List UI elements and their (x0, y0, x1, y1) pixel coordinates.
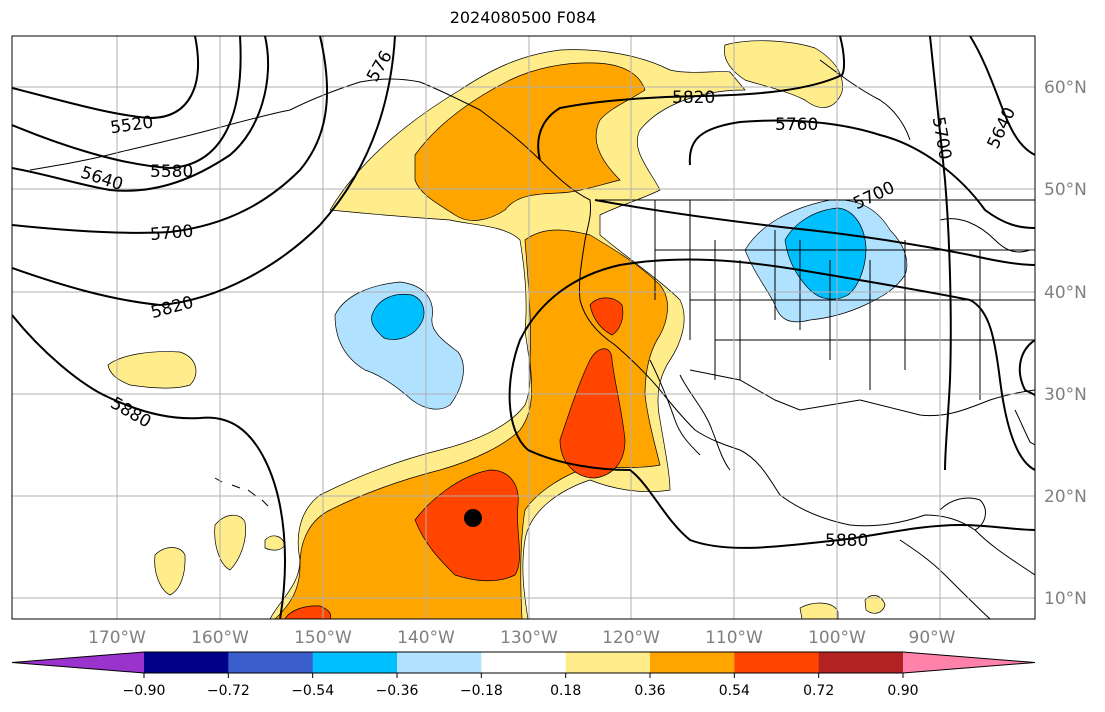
state-lines-b (655, 249, 1035, 341)
lat-label: 10°N (1044, 589, 1087, 609)
lat-label: 20°N (1044, 487, 1087, 507)
negative-anomaly-036-plains (784, 207, 867, 300)
positive-anomaly-018-hawaii-a (214, 514, 246, 571)
aleutian-islands (29, 109, 291, 171)
negative-anomaly-036-pacific (371, 293, 425, 340)
lon-label: 130°W (500, 628, 558, 648)
lon-label: 140°W (397, 628, 455, 648)
longitude-labels: 170°W 160°W 150°W 140°W 130°W 120°W 110°… (88, 628, 956, 648)
gulf-of-california-coast (679, 374, 731, 471)
height-contours (12, 36, 1035, 619)
contour-label: 5880 (825, 531, 868, 551)
latitude-labels: 60°N 50°N 40°N 30°N 20°N 10°N (1044, 78, 1087, 609)
lon-label: 90°W (909, 628, 956, 648)
map-frame (11, 35, 1036, 620)
positive-anomaly-054-south (414, 469, 520, 582)
colorbar-swatch (481, 652, 567, 673)
contour-5700-northeast (929, 36, 952, 471)
colorbar-swatch (818, 652, 904, 673)
colorbar-tick-label: −0.36 (376, 683, 419, 699)
colorbar-tick-label: −0.54 (291, 683, 334, 699)
colorbar-swatch (734, 652, 820, 673)
contour-5580 (12, 36, 242, 170)
positive-anomaly-018-northeast (724, 40, 843, 108)
lat-label: 30°N (1044, 385, 1087, 405)
colorbar-tick-label: −0.72 (207, 683, 250, 699)
colorbar-tick-label: 0.72 (803, 683, 834, 699)
gridlines (12, 36, 1035, 619)
positive-anomaly-018-mid-pacific (107, 351, 197, 389)
contour-5700-east (594, 199, 1035, 266)
central-america-coast (899, 539, 991, 619)
lat-label: 40°N (1044, 283, 1087, 303)
hawaii-islands (214, 477, 269, 507)
map-title: 2024080500 F084 (449, 8, 597, 27)
colorbar-swatch (397, 652, 482, 673)
anomaly-shading (107, 40, 908, 619)
positive-anomaly-054-north (589, 297, 624, 336)
colorbar-swatch (312, 652, 398, 673)
colorbar-tick-label: 0.90 (887, 683, 918, 699)
contour-5520 (12, 36, 199, 120)
colorbar-tick-label: 0.18 (550, 683, 581, 699)
colorbar-tick-label: −0.90 (123, 683, 166, 699)
baja-coast (649, 359, 701, 456)
lon-label: 160°W (191, 628, 249, 648)
negative-anomaly-018-pacific (334, 281, 464, 410)
positive-anomaly-018-hawaii-b (154, 547, 186, 596)
colorbar: −0.90 −0.72 −0.54 −0.36 −0.18 0.18 0.36 0.54 0.7… (11, 651, 1036, 699)
alaska-coast-a (289, 78, 421, 111)
contour-5640 (12, 36, 269, 192)
colorbar-tick-label: 0.54 (719, 683, 750, 699)
positive-anomaly-054-southwest (284, 605, 332, 619)
lon-label: 150°W (294, 628, 352, 648)
colorbar-swatch (565, 652, 651, 673)
great-lakes (939, 218, 1031, 253)
lon-label: 100°W (808, 628, 866, 648)
contour-label: 5820 (672, 88, 715, 108)
contour-label: 5700 (149, 221, 194, 245)
colorbar-swatch (650, 652, 735, 673)
contour-5880-west (12, 314, 286, 619)
contour-5820-west (12, 36, 396, 307)
positive-anomaly-018-gulf (864, 595, 886, 614)
florida-coast (1014, 409, 1035, 446)
colorbar-swatch (228, 652, 314, 673)
colorbar-extension-min (12, 652, 144, 673)
contour-5880-south (527, 449, 1035, 549)
contour-5820-east (537, 36, 846, 161)
colorbar-extension-max (903, 652, 1035, 673)
contour-5640-east (969, 36, 1035, 156)
lon-label: 120°W (602, 628, 660, 648)
positive-anomaly-054-central (559, 348, 626, 479)
contour-5700 (12, 36, 329, 234)
lat-label: 50°N (1044, 180, 1087, 200)
us-mexico-border (689, 369, 861, 411)
contour-label: 5580 (150, 162, 193, 182)
colorbar-tick-label: 0.36 (634, 683, 665, 699)
storm-center-marker (464, 509, 482, 527)
contour-label: 5760 (775, 115, 818, 135)
yucatan-coast (939, 497, 986, 531)
positive-anomaly-018-south-a (799, 602, 839, 619)
contour-5760 (688, 119, 1035, 229)
coastlines (29, 59, 1035, 619)
contour-5880-central (508, 258, 1035, 471)
north-america-coastline (419, 81, 1035, 576)
colorbar-tick-label: −0.18 (460, 683, 503, 699)
colorbar-swatch (144, 652, 229, 673)
lon-label: 110°W (705, 628, 763, 648)
lat-label: 60°N (1044, 78, 1087, 98)
lon-label: 170°W (88, 628, 146, 648)
contour-east-edge (1018, 339, 1035, 396)
